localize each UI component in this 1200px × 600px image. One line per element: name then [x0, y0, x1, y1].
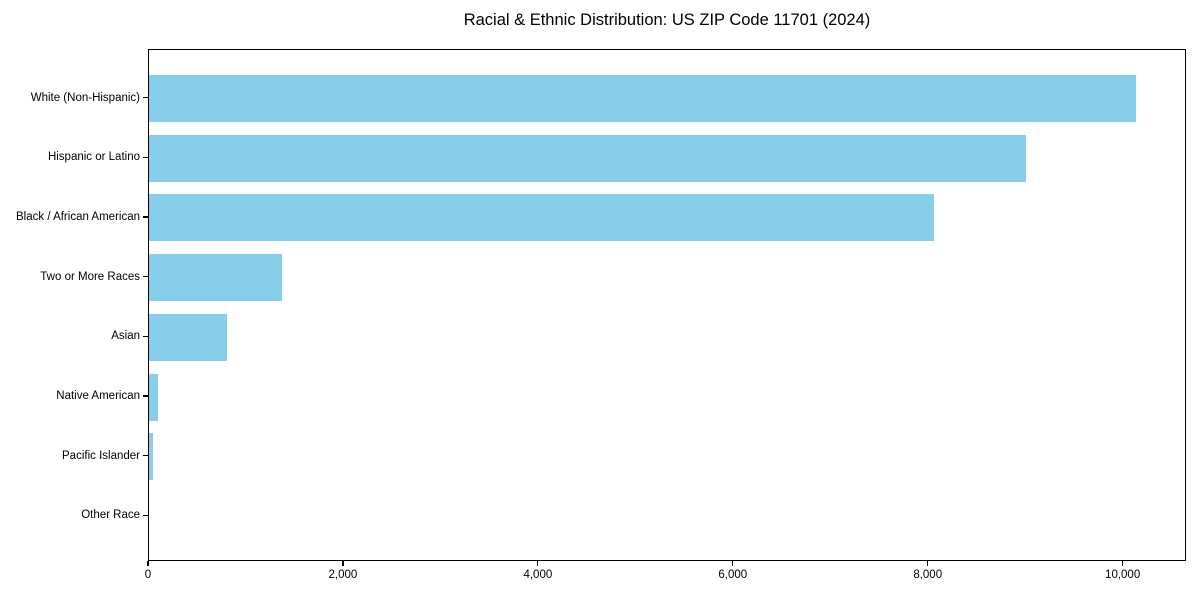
x-tick-label-8000: 8,000 — [913, 569, 943, 581]
x-tick — [732, 561, 734, 566]
chart-title: Racial & Ethnic Distribution: US ZIP Cod… — [463, 11, 871, 29]
y-tick — [143, 335, 148, 337]
x-tick-label-2000: 2,000 — [328, 569, 358, 581]
x-tick — [537, 561, 539, 566]
x-tick-label-0: 0 — [144, 569, 152, 581]
y-axis-label-other-race: Other Race — [81, 509, 140, 522]
y-tick — [143, 156, 148, 158]
y-tick — [143, 455, 148, 457]
bar-two-or-more-races — [149, 254, 282, 302]
x-tick — [147, 561, 149, 566]
bar-asian — [149, 313, 227, 361]
y-axis-label-black-african-american: Black / African American — [16, 210, 140, 223]
y-axis-label-two-or-more-races: Two or More Races — [40, 270, 140, 283]
plot-area — [148, 49, 1186, 561]
x-tick — [1122, 561, 1124, 566]
x-tick-label-6000: 6,000 — [718, 569, 748, 581]
x-tick-label-4000: 4,000 — [523, 569, 553, 581]
y-tick — [143, 96, 148, 99]
bar-hispanic-or-latino — [149, 134, 1027, 182]
y-axis-label-hispanic-or-latino: Hispanic or Latino — [47, 151, 140, 164]
y-axis-label-pacific-islander: Pacific Islander — [62, 449, 140, 462]
bar-black-african-american — [149, 194, 934, 242]
bar-white-non-hispanic — [149, 75, 1137, 122]
y-tick — [143, 216, 148, 218]
bar-pacific-islander — [149, 433, 154, 481]
x-tick-label-10000: 10,000 — [1105, 569, 1141, 581]
y-tick — [143, 276, 148, 278]
y-axis-label-asian: Asian — [111, 330, 140, 343]
y-tick — [143, 514, 148, 517]
y-tick — [143, 395, 148, 397]
x-tick — [342, 561, 344, 566]
bar-native-american — [149, 373, 158, 421]
x-tick — [927, 561, 929, 566]
y-axis-label-white-non-hispanic: White (Non-Hispanic) — [30, 91, 140, 104]
y-axis-label-native-american: Native American — [56, 390, 140, 403]
